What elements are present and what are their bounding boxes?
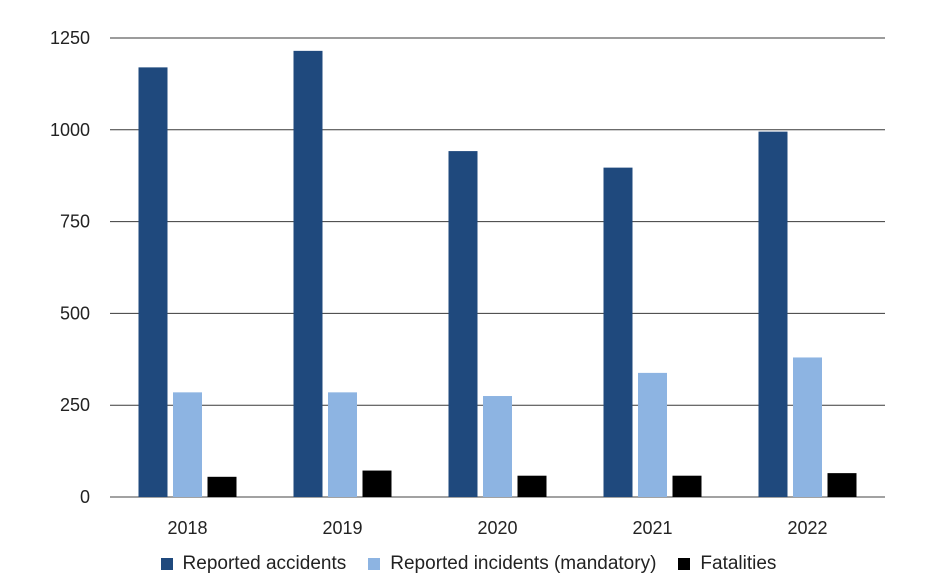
x-tick-label: 2018 bbox=[167, 518, 207, 538]
bar bbox=[638, 372, 667, 497]
y-tick-label: 750 bbox=[60, 212, 90, 232]
legend-label: Fatalities bbox=[700, 553, 777, 574]
bar bbox=[827, 473, 857, 497]
legend-swatch bbox=[160, 558, 173, 570]
bar bbox=[758, 131, 788, 498]
legend-item-reported-accidents: Reported accidents bbox=[160, 553, 347, 575]
bar bbox=[207, 476, 237, 497]
legend-item-reported-incidents: Reported incidents (mandatory) bbox=[368, 553, 656, 575]
y-tick-label: 0 bbox=[80, 487, 90, 507]
legend-swatch bbox=[678, 558, 691, 570]
bar bbox=[173, 392, 202, 497]
bar bbox=[448, 151, 478, 497]
x-tick-label: 2019 bbox=[322, 518, 362, 538]
bar bbox=[328, 392, 357, 497]
legend-swatch bbox=[368, 558, 381, 570]
bar bbox=[362, 470, 392, 497]
bar bbox=[138, 67, 168, 497]
bar bbox=[483, 396, 512, 497]
bar bbox=[603, 167, 633, 498]
x-tick-label: 2021 bbox=[632, 518, 672, 538]
bar bbox=[293, 50, 323, 498]
bar bbox=[793, 357, 822, 497]
legend: Reported accidents Reported incidents (m… bbox=[0, 553, 937, 575]
bars bbox=[138, 50, 857, 498]
legend-label: Reported incidents (mandatory) bbox=[390, 553, 657, 574]
bar bbox=[672, 475, 702, 497]
y-tick-label: 1250 bbox=[50, 28, 90, 48]
x-tick-label: 2022 bbox=[787, 518, 827, 538]
y-axis-ticks: 0 250 500 750 1000 1250 bbox=[50, 28, 90, 507]
legend-item-fatalities: Fatalities bbox=[678, 553, 776, 575]
bar bbox=[517, 475, 547, 497]
x-axis-ticks: 2018 2019 2020 2021 2022 bbox=[167, 518, 827, 538]
legend-label: Reported accidents bbox=[182, 553, 347, 574]
y-tick-label: 500 bbox=[60, 303, 90, 323]
gridlines bbox=[110, 37, 885, 498]
y-tick-label: 1000 bbox=[50, 120, 90, 140]
x-tick-label: 2020 bbox=[477, 518, 517, 538]
y-tick-label: 250 bbox=[60, 395, 90, 415]
